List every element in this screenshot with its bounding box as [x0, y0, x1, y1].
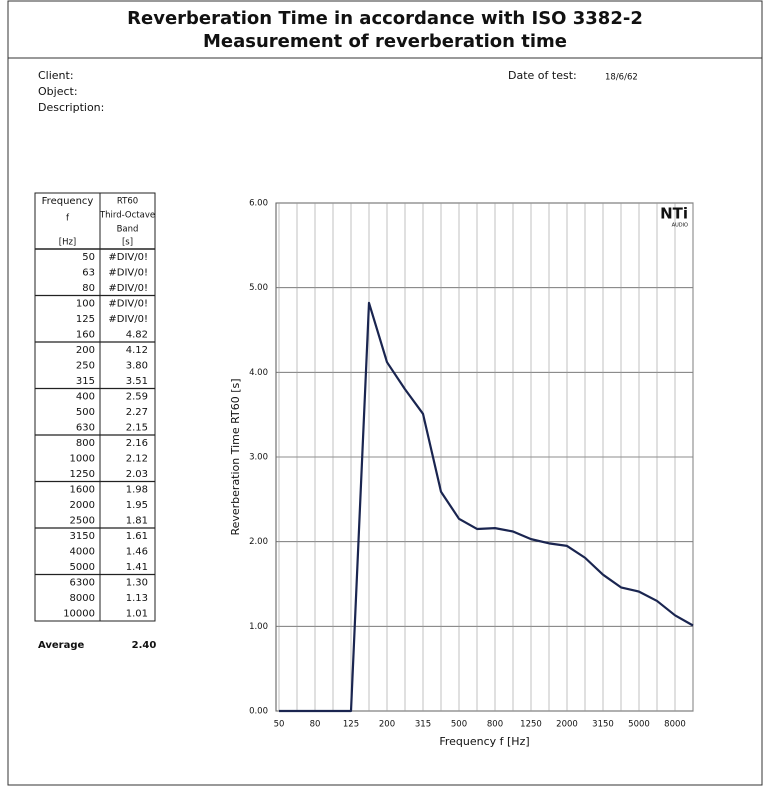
x-tick-label: 8000: [664, 720, 686, 730]
average-label: Average: [38, 640, 85, 651]
rt60-cell: 4.12: [126, 345, 148, 356]
title: Reverberation Time in accordance with IS…: [127, 8, 643, 29]
average-value: 2.40: [132, 640, 157, 651]
y-tick-label: 1.00: [249, 622, 268, 632]
table-header: [Hz]: [59, 238, 77, 248]
rt60-cell: 1.61: [126, 531, 148, 542]
frequency-cell: 80: [82, 283, 95, 294]
x-tick-label: 800: [487, 720, 503, 730]
table-header: Third-Octave: [99, 211, 155, 221]
logo: NTi: [660, 205, 688, 223]
x-tick-label: 200: [379, 720, 395, 730]
frequency-cell: 160: [76, 329, 95, 340]
y-tick-label: 2.00: [249, 537, 268, 547]
x-tick-label: 125: [343, 720, 359, 730]
frequency-cell: 1250: [70, 469, 95, 480]
frequency-cell: 250: [76, 360, 95, 371]
chart: 0.00 1.00 2.00 3.00 4.00 5.00 6.00 50 80 125 200 31…: [229, 199, 693, 749]
frequency-cell: 1000: [70, 453, 95, 464]
rt60-cell: 1.30: [126, 577, 148, 588]
subtitle: Measurement of reverberation time: [203, 31, 567, 52]
y-tick-label: 0.00: [249, 707, 268, 717]
rt60-cell: #DIV/0!: [108, 298, 148, 309]
rt60-cell: #DIV/0!: [108, 314, 148, 325]
table-header: Frequency: [42, 196, 94, 207]
x-tick-label: 3150: [592, 720, 614, 730]
rt60-cell: 2.16: [126, 438, 148, 449]
y-axis-label: Reverberation Time RT60 [s]: [229, 378, 242, 535]
frequency-cell: 400: [76, 391, 95, 402]
x-tick-label: 80: [310, 720, 321, 730]
x-tick-label: 315: [415, 720, 431, 730]
rt60-cell: 2.15: [126, 422, 148, 433]
frequency-cell: 50: [82, 252, 95, 263]
rt60-cell: 3.80: [126, 360, 148, 371]
frequency-cell: 63: [82, 267, 95, 278]
table-header: [s]: [122, 238, 133, 248]
frequency-cell: 315: [76, 376, 95, 387]
logo-sub: AUDIO: [672, 223, 688, 229]
rt60-cell: 1.01: [126, 608, 148, 619]
table-header: Band: [117, 225, 139, 235]
rt60-cell: 2.03: [126, 469, 148, 480]
client-label: Client:: [38, 69, 74, 82]
rt60-cell: 1.46: [126, 546, 148, 557]
rt60-cell: 1.81: [126, 515, 148, 526]
frequency-cell: 125: [76, 314, 95, 325]
frequency-cell: 4000: [70, 546, 95, 557]
rt60-cell: 2.59: [126, 391, 148, 402]
frequency-cell: 630: [76, 422, 95, 433]
rt60-cell: 2.27: [126, 407, 148, 418]
frequency-cell: 3150: [70, 531, 95, 542]
frequency-cell: 6300: [70, 577, 95, 588]
frequency-cell: 1600: [70, 484, 95, 495]
frequency-cell: 2500: [70, 515, 95, 526]
x-tick-label: 2000: [556, 720, 578, 730]
frequency-cell: 800: [76, 438, 95, 449]
rt60-cell: 1.41: [126, 562, 148, 573]
frequency-cell: 2000: [70, 500, 95, 511]
description-label: Description:: [38, 101, 104, 114]
x-tick-label: 500: [451, 720, 467, 730]
rt60-cell: #DIV/0!: [108, 252, 148, 263]
rt60-cell: 1.95: [126, 500, 148, 511]
frequency-cell: 200: [76, 345, 95, 356]
y-tick-label: 5.00: [249, 283, 268, 293]
object-label: Object:: [38, 85, 78, 98]
x-tick-label: 1250: [520, 720, 542, 730]
x-axis-label: Frequency f [Hz]: [439, 735, 529, 748]
rt60-cell: #DIV/0!: [108, 283, 148, 294]
rt60-cell: #DIV/0!: [108, 267, 148, 278]
x-tick-label: 5000: [628, 720, 650, 730]
x-tick-label: 50: [274, 720, 285, 730]
frequency-cell: 8000: [70, 593, 95, 604]
rt60-cell: 2.12: [126, 453, 148, 464]
rt60-cell: 3.51: [126, 376, 148, 387]
rt60-cell: 4.82: [126, 329, 148, 340]
frequency-cell: 10000: [63, 608, 95, 619]
frequency-cell: 5000: [70, 562, 95, 573]
rt60-cell: 1.98: [126, 484, 148, 495]
table-header: RT60: [117, 197, 138, 207]
frequency-cell: 500: [76, 407, 95, 418]
table-header: f: [66, 214, 70, 224]
y-tick-label: 4.00: [249, 368, 268, 378]
y-tick-label: 3.00: [249, 453, 268, 463]
rt60-cell: 1.13: [126, 593, 148, 604]
date-value: 18/6/62: [605, 73, 638, 83]
y-tick-label: 6.00: [249, 199, 268, 209]
table: Frequency f [Hz] RT60 Third-Octave Band [s] 50 #…: [35, 193, 156, 651]
frequency-cell: 100: [76, 298, 95, 309]
page: Reverberation Time in accordance with IS…: [0, 0, 769, 786]
date-label: Date of test:: [508, 69, 577, 82]
